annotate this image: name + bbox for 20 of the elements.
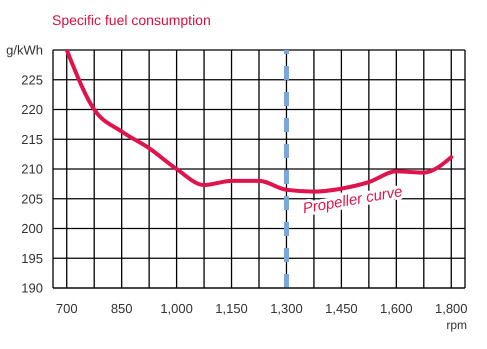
y-tick-label: 225 — [21, 72, 43, 88]
text: Propeller curve — [301, 183, 404, 218]
x-tick-label: 1,150 — [215, 301, 248, 316]
x-axis-title: rpm — [446, 318, 467, 332]
x-tick-label: 1,300 — [270, 301, 303, 316]
y-tick-label: g/kWh — [6, 42, 43, 58]
y-tick-label: 195 — [21, 250, 43, 266]
x-tick-label: 700 — [56, 301, 78, 316]
y-tick-label: 200 — [21, 221, 43, 236]
y-tick-label: 190 — [21, 280, 43, 296]
x-tick-label: 1,800 — [434, 301, 468, 316]
x-tick-label: 850 — [110, 301, 133, 316]
y-tick-label: 210 — [21, 162, 43, 177]
x-tick-label: 1,450 — [325, 301, 358, 316]
x-tick-label: 1,000 — [160, 301, 193, 316]
y-tick-label: 205 — [21, 191, 43, 206]
x-tick-label: 1,600 — [380, 301, 413, 316]
y-tick-label: 220 — [21, 102, 43, 118]
chart-title: Specific fuel consumption — [52, 12, 211, 28]
y-tick-label: 215 — [21, 132, 43, 147]
